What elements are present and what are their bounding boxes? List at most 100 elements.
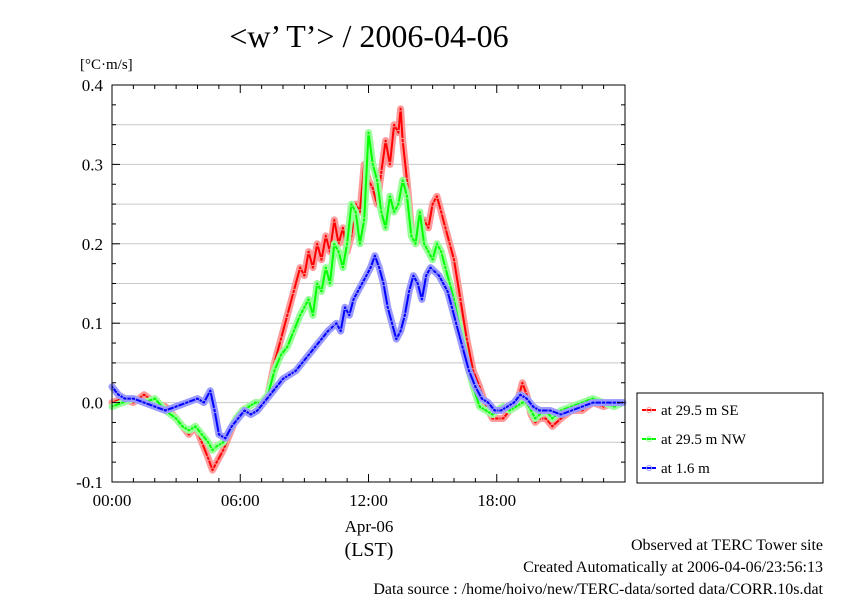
- data-point: [466, 368, 472, 374]
- data-point: [152, 403, 158, 410]
- y-tick-label: 0.4: [82, 76, 104, 95]
- data-point: [410, 272, 417, 279]
- legend-entries: at 29.5 m SE at 29.5 m NW at 1.6 m: [642, 403, 747, 477]
- data-point: [483, 407, 489, 414]
- x-tick-label: 12:00: [349, 491, 388, 510]
- data-point: [278, 352, 284, 358]
- data-point: [220, 447, 226, 453]
- data-point: [376, 264, 382, 271]
- data-point: [378, 169, 384, 176]
- data-point: [209, 447, 216, 453]
- data-point: [284, 312, 290, 318]
- data-point: [419, 296, 425, 303]
- data-point: [397, 328, 404, 334]
- legend-label: at 29.5 m NW: [661, 432, 747, 448]
- data-point: [389, 320, 395, 326]
- series-line: [111, 254, 623, 440]
- data-point: [397, 106, 404, 112]
- data-point: [498, 407, 504, 414]
- legend: at 29.5 m SE at 29.5 m NW at 1.6 m: [636, 392, 824, 484]
- data-point: [314, 241, 320, 247]
- data-point: [361, 217, 367, 223]
- data-point: [391, 122, 397, 128]
- data-point: [291, 288, 297, 295]
- data-point: [367, 264, 374, 271]
- data-point: [382, 137, 389, 144]
- data-point: [199, 431, 205, 438]
- x-tick-labels: 00:00 06:00 12:00 18:00: [93, 491, 516, 510]
- data-point: [130, 395, 137, 402]
- data-point: [459, 344, 466, 350]
- data-point: [393, 336, 399, 342]
- data-point: [568, 407, 575, 414]
- data-point: [194, 395, 201, 402]
- data-point: [447, 241, 453, 247]
- chart-title: <w’ T’> / 2006-04-06: [229, 18, 508, 54]
- data-point: [491, 407, 498, 414]
- data-point: [434, 193, 440, 199]
- data-point: [436, 272, 442, 279]
- data-point: [192, 423, 199, 430]
- data-point: [179, 423, 186, 430]
- data-point: [205, 439, 211, 445]
- data-point: [600, 399, 607, 406]
- data-point: [312, 344, 318, 350]
- data-point: [353, 209, 359, 215]
- y-tick-labels: -0.1 0.0 0.1 0.2 0.3 0.4: [76, 76, 103, 492]
- data-point: [207, 388, 214, 394]
- data-point: [286, 372, 293, 378]
- legend-marker: [646, 465, 652, 471]
- data-point: [152, 395, 158, 402]
- data-point: [547, 407, 553, 414]
- data-point: [318, 257, 325, 263]
- y-tick-label: 0.1: [82, 314, 103, 333]
- data-point: [284, 344, 290, 350]
- data-point: [457, 296, 464, 303]
- data-point: [122, 395, 128, 402]
- data-point: [331, 217, 337, 223]
- data-point: [327, 280, 333, 287]
- data-point: [305, 249, 312, 255]
- data-point: [115, 392, 122, 398]
- data-point: [472, 384, 479, 390]
- legend-marker: [646, 436, 652, 442]
- data-point: [333, 320, 340, 326]
- data-point: [442, 225, 449, 231]
- data-point: [355, 288, 361, 295]
- data-point: [305, 352, 312, 358]
- x-tick-label: 06:00: [221, 491, 260, 510]
- data-point: [427, 264, 434, 271]
- data-point: [391, 209, 397, 215]
- data-point: [305, 296, 312, 303]
- data-point: [214, 443, 220, 449]
- axis-ticks: [111, 84, 626, 483]
- data-point: [273, 384, 280, 390]
- data-point: [331, 241, 337, 247]
- x-tick-label: 00:00: [93, 491, 132, 510]
- data-point: [297, 312, 303, 318]
- data-point: [297, 264, 303, 271]
- data-point: [494, 415, 500, 422]
- data-point: [184, 399, 190, 406]
- data-point: [335, 249, 342, 255]
- data-point: [246, 403, 252, 410]
- data-point: [310, 312, 316, 318]
- data-point: [579, 403, 585, 410]
- data-point: [378, 209, 384, 215]
- data-point: [408, 233, 414, 239]
- data-point: [519, 380, 526, 386]
- data-point: [434, 241, 440, 247]
- data-point: [310, 264, 316, 271]
- data-point: [511, 399, 517, 406]
- data-point: [380, 280, 387, 287]
- data-point: [216, 431, 222, 438]
- data-point: [402, 312, 408, 318]
- y-axis-unit: [°C·m/s]: [80, 57, 133, 73]
- data-point: [611, 399, 617, 406]
- data-point: [438, 249, 444, 255]
- data-point: [425, 249, 432, 255]
- data-point: [429, 201, 436, 207]
- data-point: [365, 129, 372, 136]
- data-point: [517, 392, 523, 398]
